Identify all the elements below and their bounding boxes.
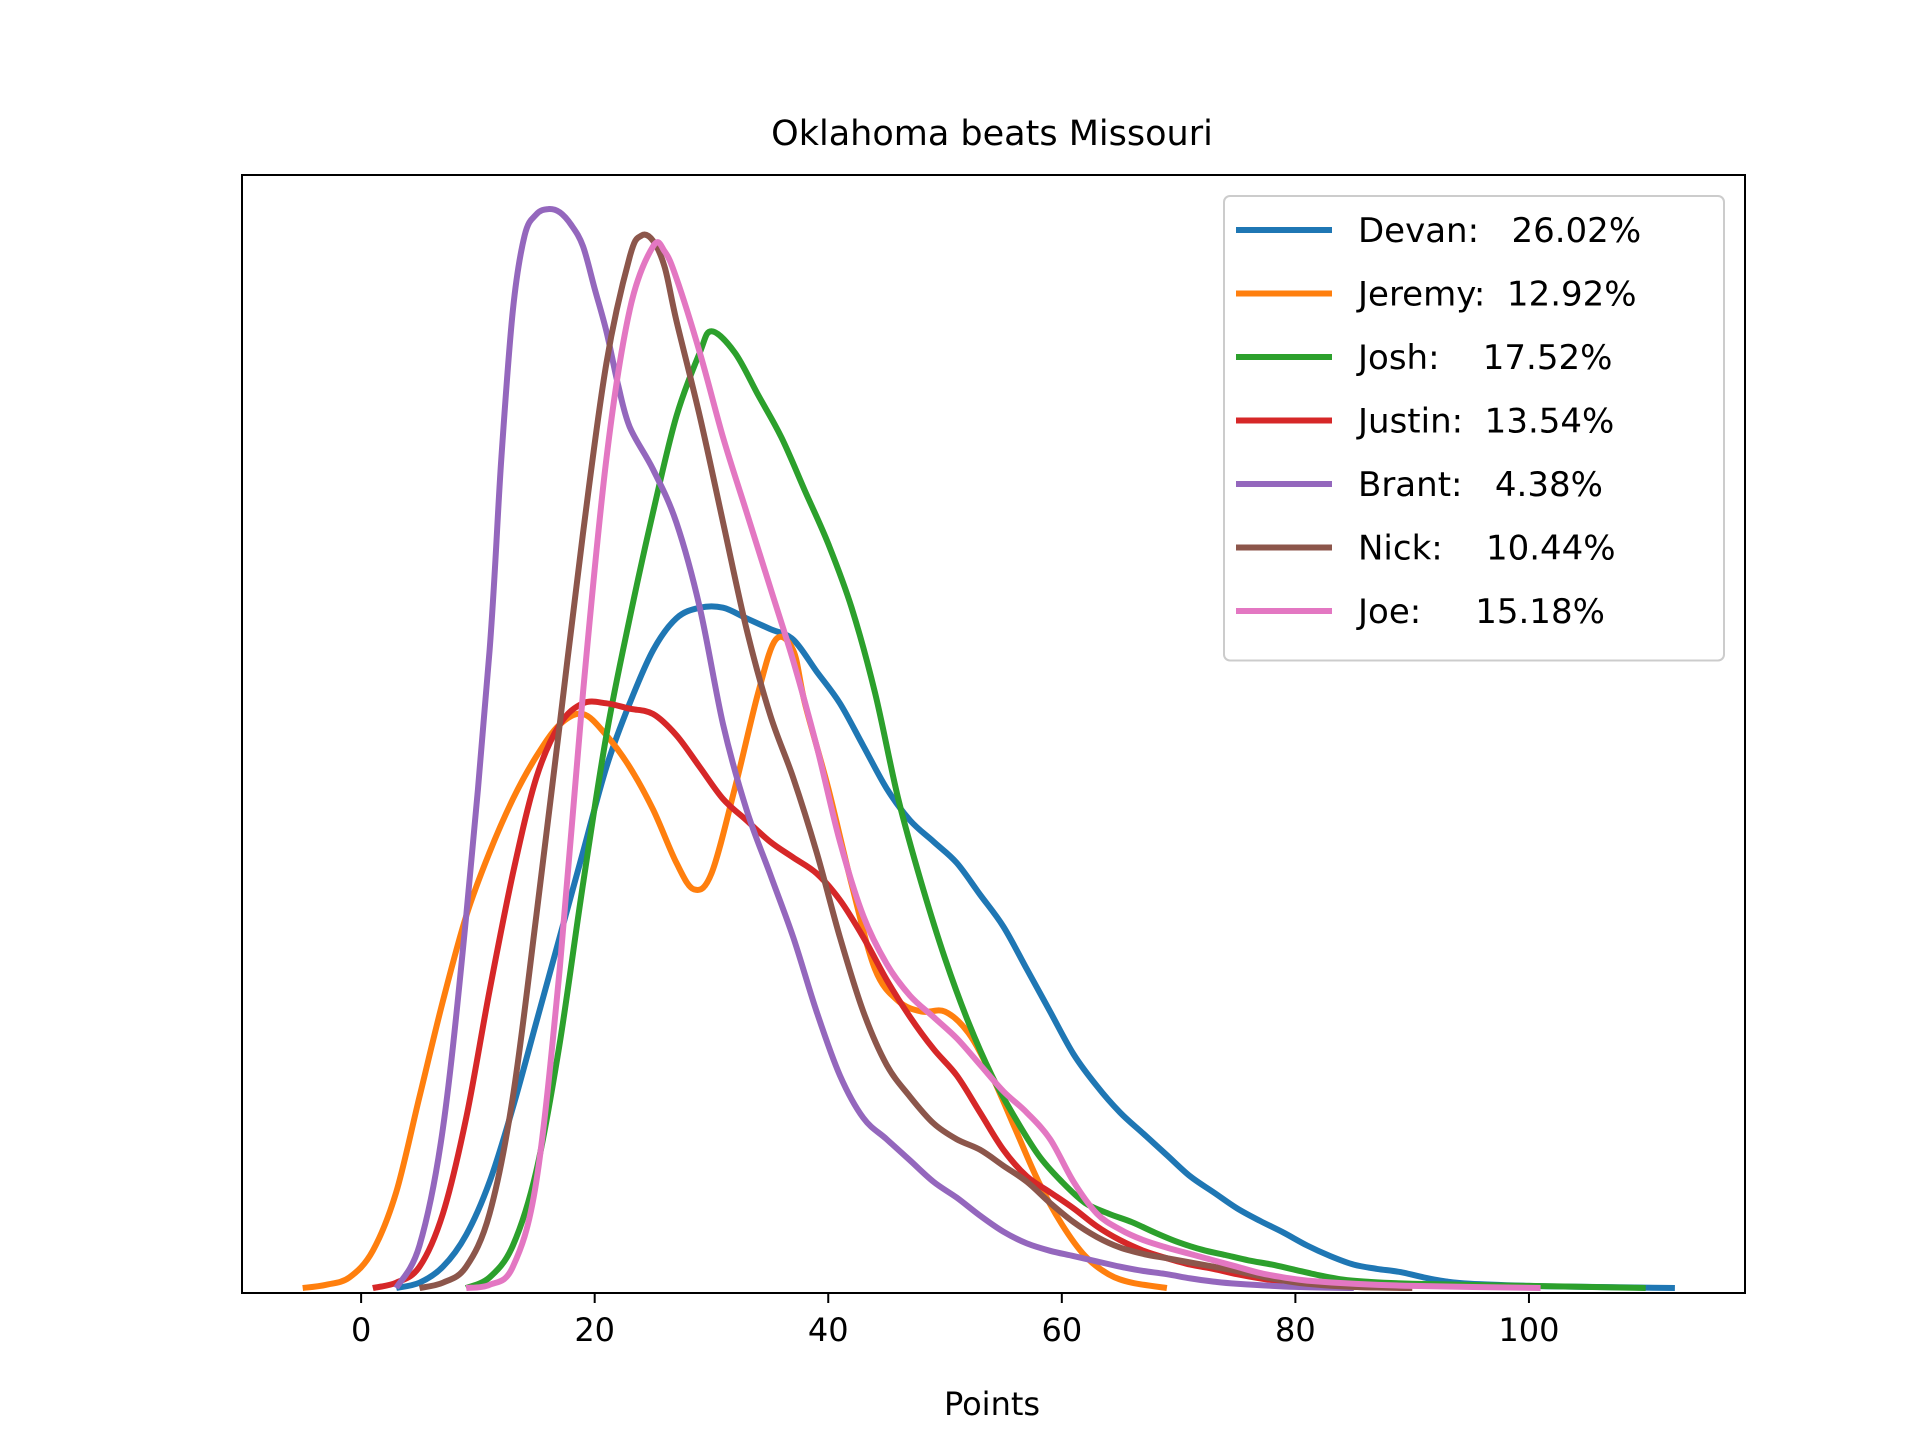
legend-label-2: Josh: 17.52% bbox=[1356, 338, 1612, 378]
plot-area bbox=[241, 174, 1746, 1294]
legend-label-1: Jeremy: 12.92% bbox=[1356, 275, 1637, 315]
x-tick-label-40: 40 bbox=[808, 1311, 849, 1349]
series-line-0 bbox=[395, 603, 1675, 1291]
legend-label-0: Devan: 26.02% bbox=[1358, 211, 1641, 251]
x-axis: 0 20 40 60 80 100 bbox=[351, 1293, 1559, 1349]
chart-title: Oklahoma beats Missouri bbox=[771, 114, 1213, 154]
series-line-4 bbox=[393, 206, 1354, 1291]
legend-label-5: Nick: 10.44% bbox=[1358, 529, 1616, 569]
legend-label-4: Brant: 4.38% bbox=[1358, 465, 1603, 505]
series-line-6 bbox=[465, 239, 1541, 1291]
legend-box bbox=[1223, 195, 1725, 662]
x-tick-label-20: 20 bbox=[574, 1311, 615, 1349]
x-axis-label: Points bbox=[944, 1385, 1040, 1423]
x-tick-label-0: 0 bbox=[351, 1311, 371, 1349]
plot-frame bbox=[241, 174, 1746, 1294]
legend: Devan: 26.02% Jeremy: 12.92% Josh: 17.52% J… bbox=[1223, 195, 1725, 662]
series-line-2 bbox=[464, 328, 1646, 1291]
series-line-5 bbox=[418, 231, 1413, 1291]
legend-label-3: Justin: 13.54% bbox=[1356, 402, 1614, 442]
series-lines bbox=[302, 206, 1675, 1291]
legend-label-6: Joe: 15.18% bbox=[1356, 592, 1605, 632]
x-tick-label-80: 80 bbox=[1275, 1311, 1316, 1349]
x-tick-label-100: 100 bbox=[1498, 1311, 1559, 1349]
x-tick-label-60: 60 bbox=[1041, 1311, 1082, 1349]
